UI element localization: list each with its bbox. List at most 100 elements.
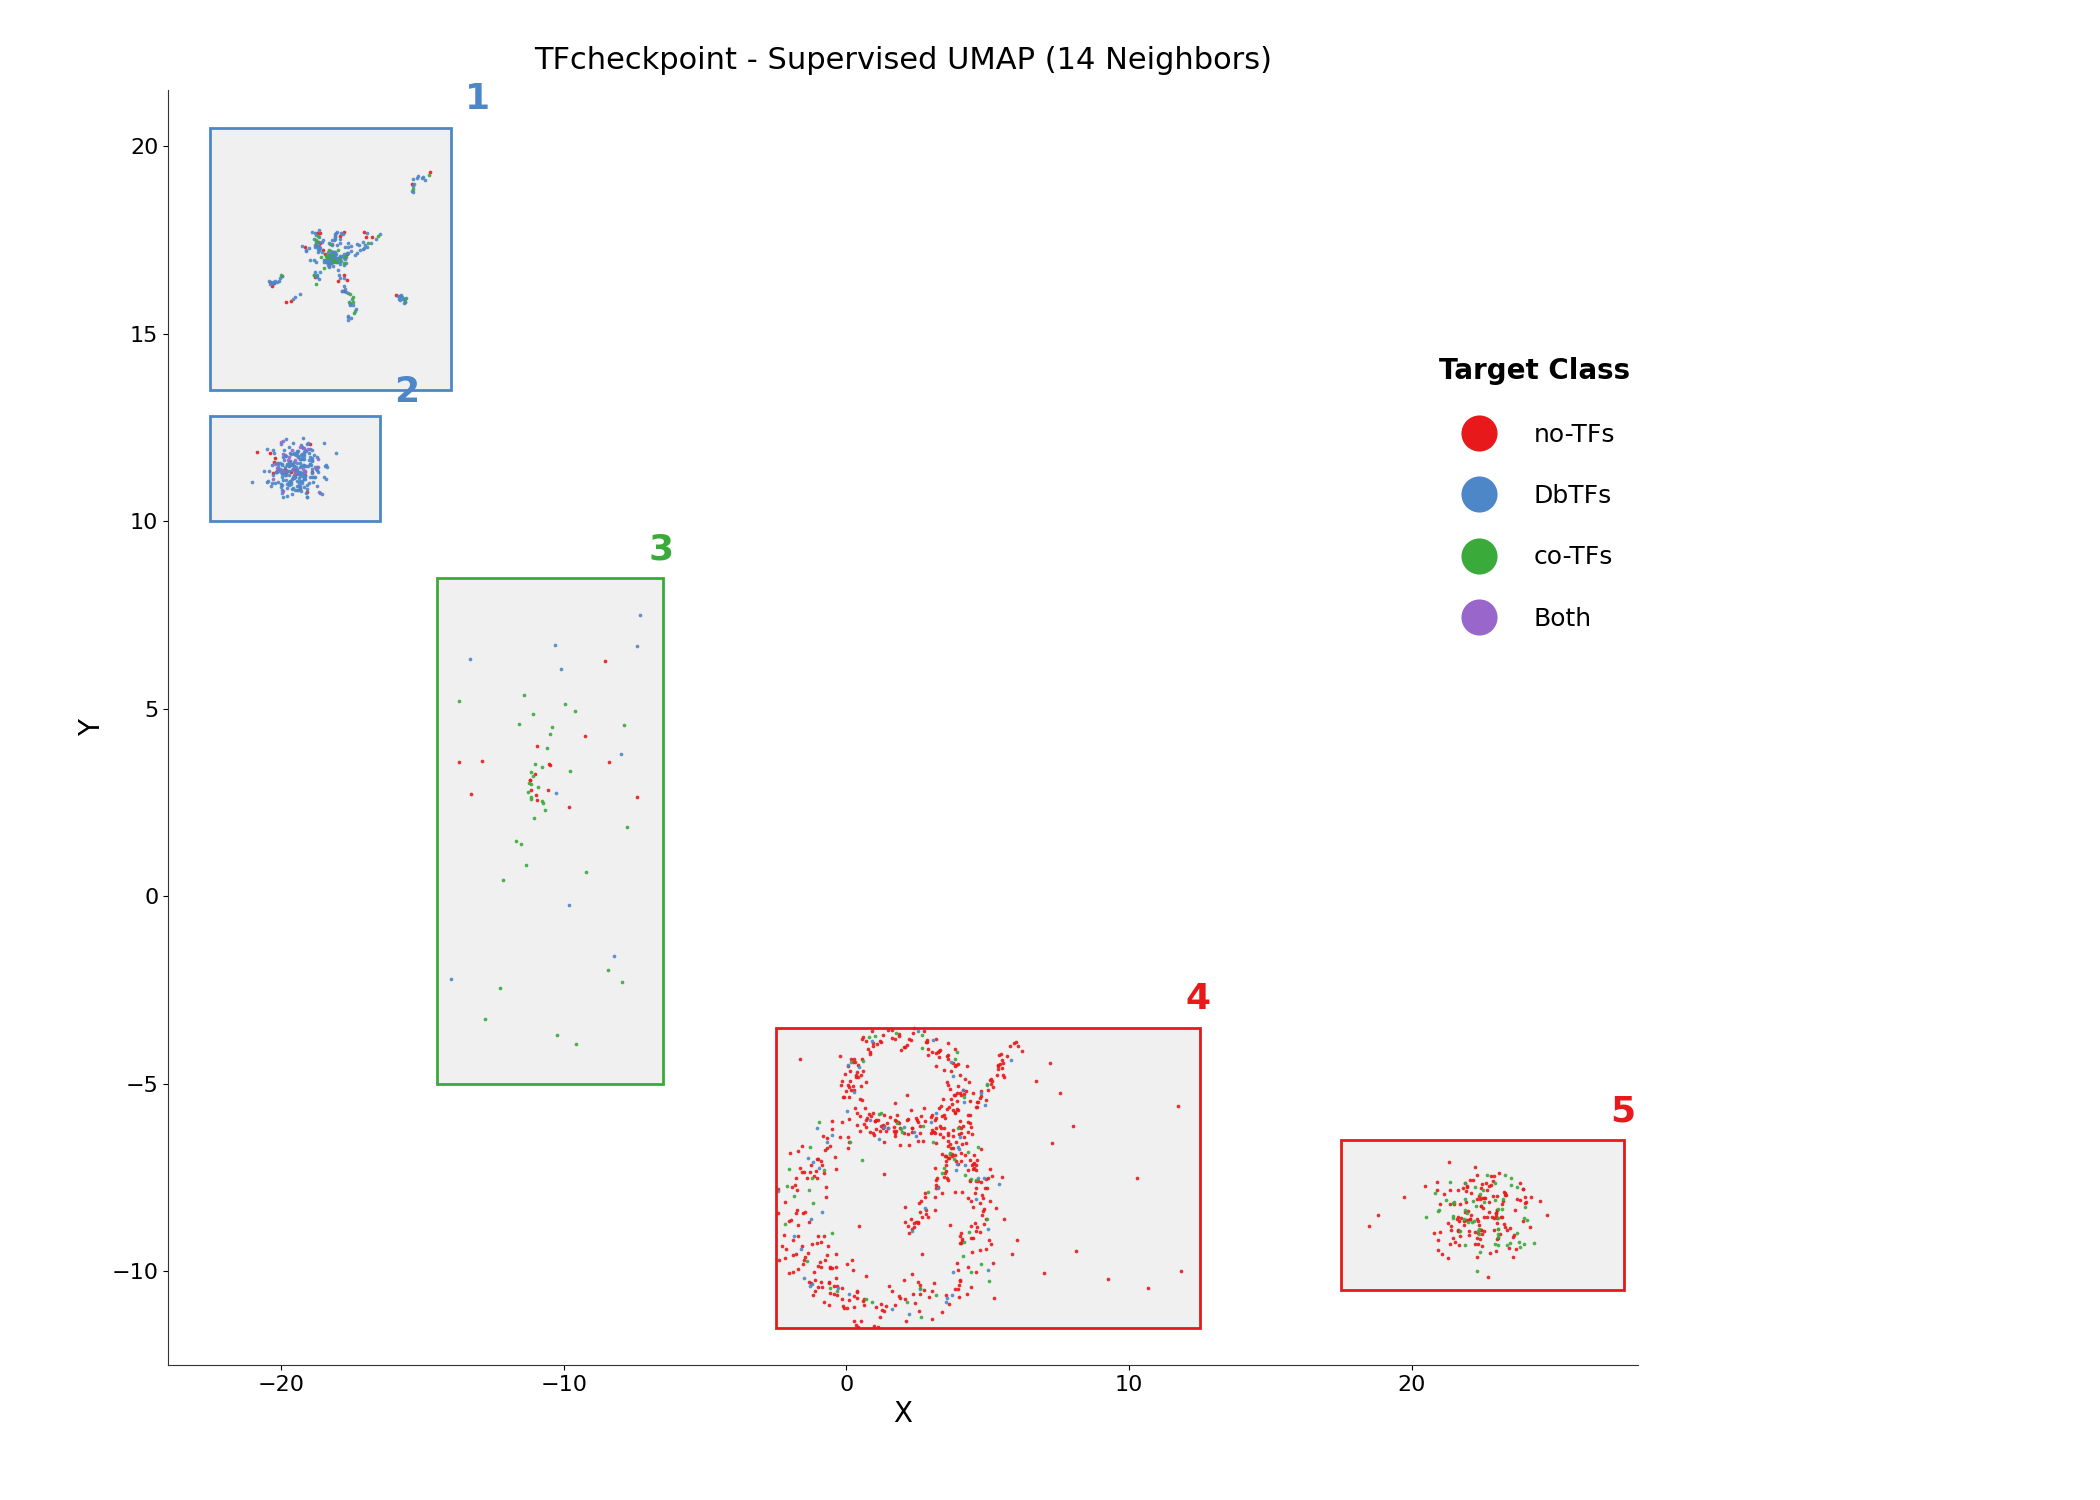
- Point: [842, 1053, 876, 1077]
- Point: [319, 246, 353, 270]
- Point: [798, 1160, 832, 1184]
- Point: [895, 1220, 928, 1244]
- Point: [832, 1125, 865, 1149]
- Point: [346, 236, 380, 260]
- Point: [395, 172, 428, 196]
- Point: [964, 1078, 998, 1102]
- Point: [382, 286, 416, 310]
- Point: [775, 1244, 808, 1268]
- Point: [865, 1298, 899, 1322]
- Point: [1480, 1227, 1514, 1251]
- Point: [275, 472, 309, 496]
- Point: [905, 1130, 939, 1154]
- Point: [872, 1019, 905, 1042]
- Point: [271, 483, 304, 507]
- Point: [298, 249, 332, 273]
- Point: [920, 1167, 953, 1191]
- Point: [769, 1190, 802, 1214]
- Point: [1480, 1216, 1514, 1240]
- Point: [1434, 1218, 1468, 1242]
- Point: [388, 290, 422, 314]
- Point: [790, 1166, 823, 1190]
- Point: [284, 466, 317, 490]
- Point: [939, 1083, 972, 1107]
- Point: [970, 1088, 1004, 1112]
- Point: [976, 1076, 1010, 1100]
- Point: [298, 456, 332, 480]
- Point: [1466, 1190, 1499, 1214]
- Point: [265, 262, 298, 286]
- Point: [359, 226, 393, 251]
- Point: [1468, 1185, 1502, 1209]
- Point: [302, 240, 336, 264]
- Point: [267, 444, 300, 468]
- Point: [313, 243, 346, 267]
- Point: [508, 853, 542, 877]
- Point: [947, 1230, 981, 1254]
- Point: [548, 692, 582, 715]
- Point: [970, 1208, 1004, 1231]
- Point: [777, 1184, 811, 1208]
- Point: [815, 1221, 848, 1245]
- Point: [1443, 1220, 1476, 1244]
- Point: [808, 1176, 842, 1200]
- Point: [1386, 1185, 1420, 1209]
- Point: [1476, 1184, 1510, 1208]
- Point: [922, 1174, 956, 1198]
- Point: [815, 1108, 848, 1132]
- Point: [292, 446, 326, 470]
- Point: [928, 1166, 962, 1190]
- Point: [296, 470, 330, 494]
- Point: [792, 1270, 825, 1294]
- Point: [808, 1185, 842, 1209]
- Bar: [210, 128, 452, 390]
- Point: [888, 1196, 922, 1219]
- Point: [269, 444, 302, 468]
- Point: [956, 1082, 989, 1106]
- Point: [962, 1134, 995, 1158]
- Point: [974, 1071, 1008, 1095]
- Point: [454, 782, 487, 806]
- Point: [939, 1036, 972, 1060]
- Point: [275, 466, 309, 490]
- Point: [844, 1148, 878, 1172]
- Point: [466, 748, 500, 772]
- Point: [338, 302, 372, 326]
- Point: [296, 438, 330, 462]
- Point: [1462, 1214, 1495, 1237]
- Point: [317, 228, 351, 252]
- Point: [813, 1272, 846, 1296]
- Point: [832, 1074, 865, 1098]
- Point: [521, 774, 554, 798]
- Point: [825, 1287, 859, 1311]
- Point: [332, 236, 365, 260]
- Point: [1485, 1204, 1518, 1228]
- Point: [1510, 1208, 1544, 1231]
- Point: [1447, 1176, 1480, 1200]
- Point: [800, 1148, 834, 1172]
- Point: [976, 1286, 1010, 1310]
- Point: [258, 272, 292, 296]
- Point: [857, 1101, 890, 1125]
- Point: [901, 1269, 934, 1293]
- Point: [275, 453, 309, 477]
- Point: [916, 1130, 949, 1154]
- Point: [298, 222, 332, 246]
- Point: [483, 976, 517, 1000]
- Point: [258, 471, 292, 495]
- Point: [521, 734, 554, 758]
- Point: [275, 468, 309, 492]
- Point: [544, 657, 578, 681]
- Point: [911, 1030, 945, 1054]
- Point: [802, 1254, 836, 1278]
- Point: [552, 759, 586, 783]
- Point: [853, 1024, 886, 1048]
- Point: [332, 303, 365, 327]
- Point: [953, 1168, 987, 1192]
- Point: [323, 244, 357, 268]
- Point: [947, 1086, 981, 1110]
- Point: [968, 1176, 1002, 1200]
- Point: [974, 1188, 1008, 1212]
- Point: [273, 470, 307, 494]
- Bar: [210, 416, 380, 522]
